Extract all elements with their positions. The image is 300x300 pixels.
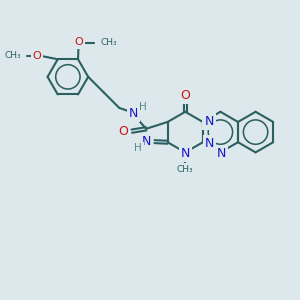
- Text: O: O: [118, 125, 128, 138]
- Text: N: N: [204, 115, 214, 128]
- Text: O: O: [74, 37, 83, 47]
- Text: O: O: [180, 89, 190, 103]
- Text: N: N: [181, 147, 190, 160]
- Text: N: N: [142, 135, 151, 148]
- Text: CH₃: CH₃: [5, 52, 21, 61]
- Text: H: H: [139, 102, 146, 112]
- Text: O: O: [32, 51, 41, 61]
- Text: N: N: [129, 107, 138, 120]
- Text: N: N: [205, 137, 214, 150]
- Text: H: H: [134, 143, 142, 153]
- Text: CH₃: CH₃: [177, 165, 194, 174]
- Text: N: N: [216, 147, 226, 160]
- Text: CH₃: CH₃: [100, 38, 117, 47]
